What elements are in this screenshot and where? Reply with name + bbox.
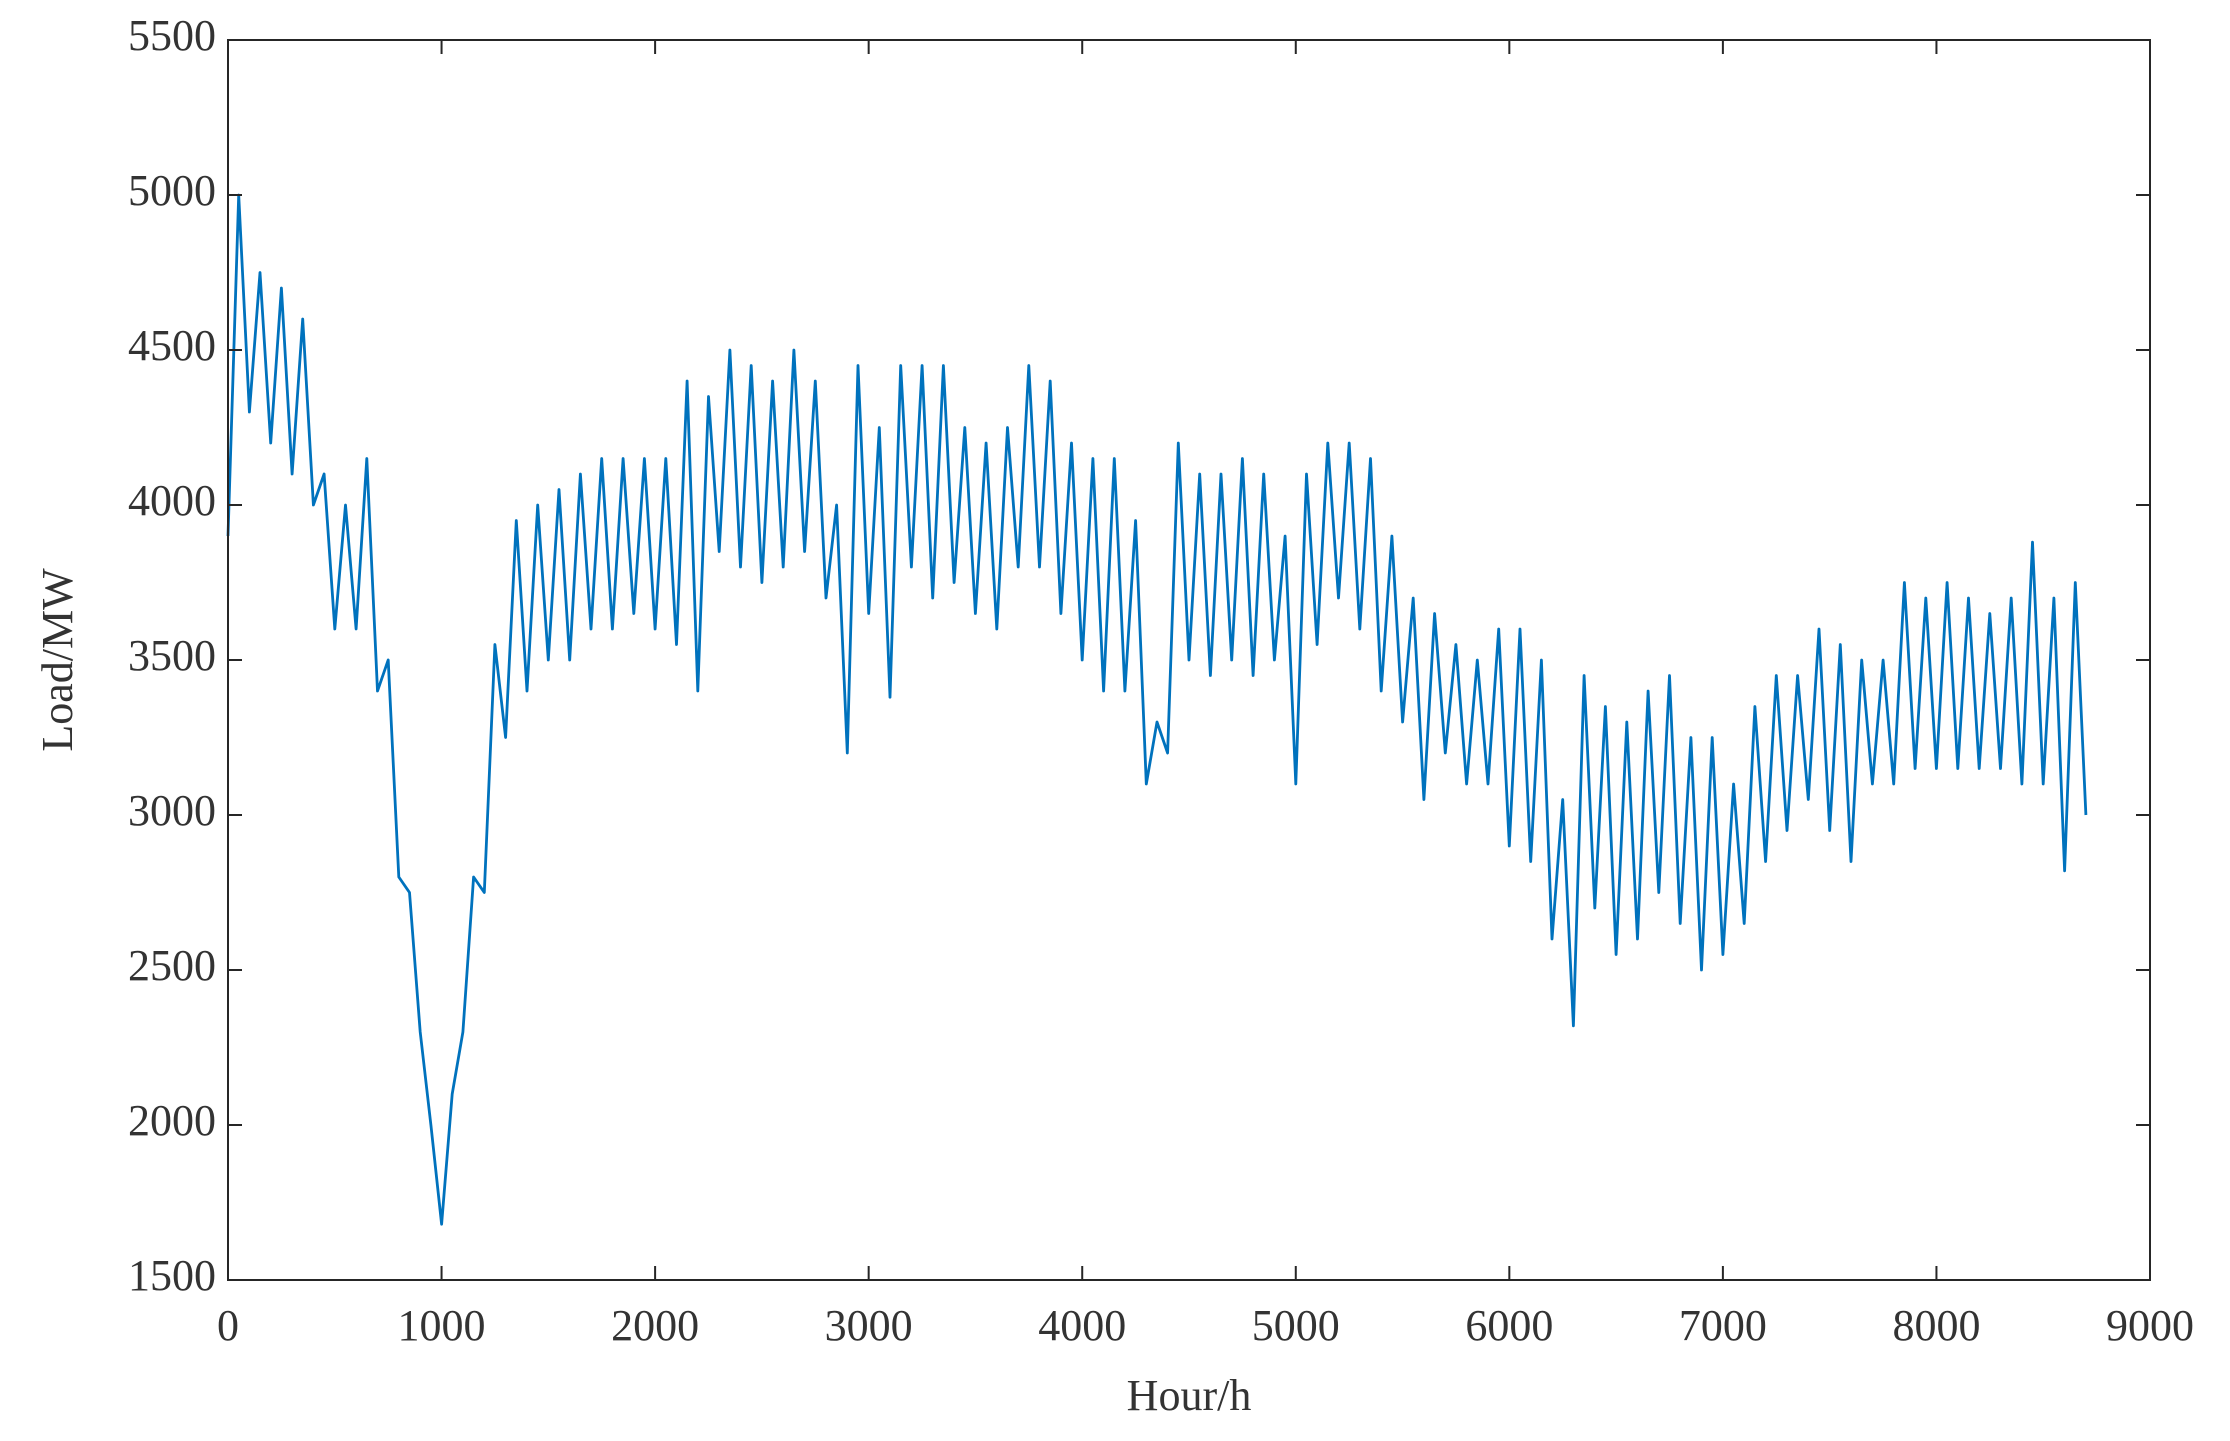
- y-tick-label: 4000: [128, 476, 216, 525]
- y-tick-label: 2000: [128, 1096, 216, 1145]
- x-tick-label: 4000: [1038, 1301, 1126, 1350]
- x-tick-label: 8000: [1892, 1301, 1980, 1350]
- x-tick-label: 7000: [1679, 1301, 1767, 1350]
- x-tick-label: 0: [217, 1301, 239, 1350]
- x-tick-label: 6000: [1465, 1301, 1553, 1350]
- x-tick-label: 5000: [1252, 1301, 1340, 1350]
- y-tick-label: 3500: [128, 631, 216, 680]
- y-tick-label: 2500: [128, 941, 216, 990]
- y-tick-label: 5500: [128, 11, 216, 60]
- x-tick-label: 9000: [2106, 1301, 2194, 1350]
- plot-frame: [227, 39, 2151, 1281]
- y-tick-label: 5000: [128, 166, 216, 215]
- y-tick-label: 1500: [128, 1251, 216, 1300]
- y-tick-label: 3000: [128, 786, 216, 835]
- x-tick-label: 2000: [611, 1301, 699, 1350]
- y-tick-label: 4500: [128, 321, 216, 370]
- x-tick-label: 1000: [398, 1301, 486, 1350]
- x-axis-label: Hour/h: [1127, 1371, 1252, 1420]
- data-line: [226, 193, 2088, 1226]
- x-tick-label: 3000: [825, 1301, 913, 1350]
- y-axis-label: Load/MW: [33, 568, 82, 752]
